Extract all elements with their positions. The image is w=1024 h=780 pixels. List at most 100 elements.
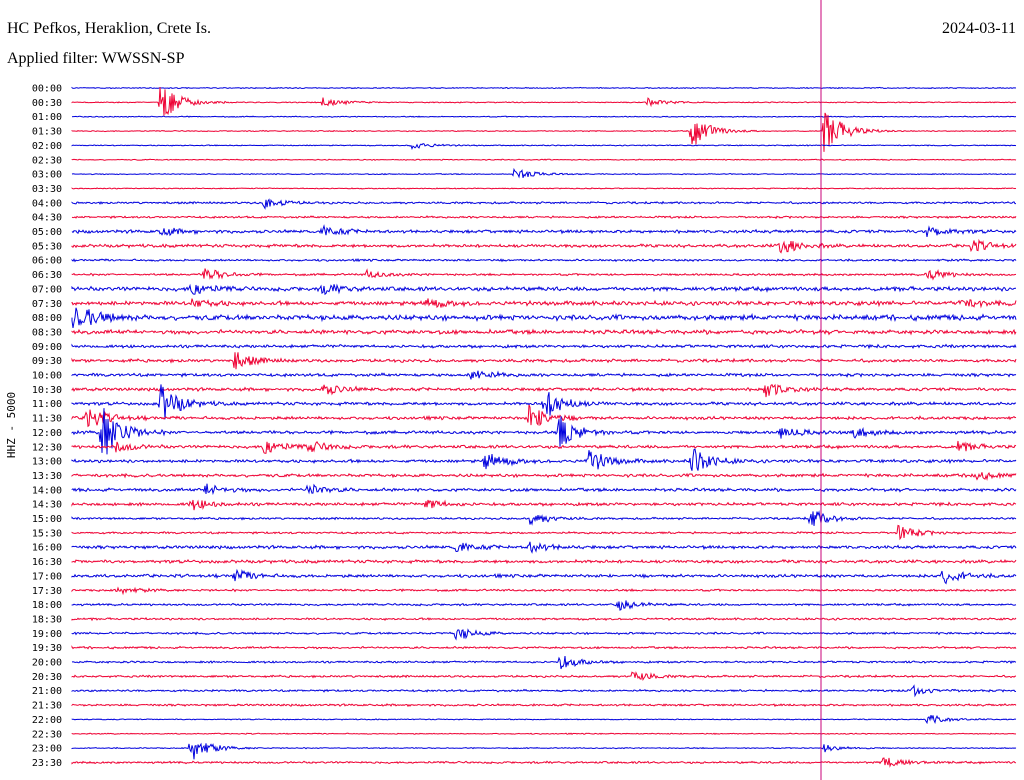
time-label: 02:30 bbox=[32, 155, 62, 166]
trace-0230 bbox=[71, 158, 1017, 161]
trace-2100 bbox=[71, 684, 1017, 698]
time-label: 04:30 bbox=[32, 213, 62, 224]
trace-0100 bbox=[71, 115, 1017, 118]
time-label: 05:30 bbox=[32, 241, 62, 252]
time-label: 21:30 bbox=[32, 701, 62, 712]
time-label: 01:30 bbox=[32, 127, 62, 138]
time-label: 03:00 bbox=[32, 170, 62, 181]
time-label: 15:30 bbox=[32, 528, 62, 539]
time-label: 00:30 bbox=[32, 98, 62, 109]
trace-1130 bbox=[71, 404, 1017, 428]
trace-1500 bbox=[71, 510, 1017, 526]
time-label: 07:00 bbox=[32, 284, 62, 295]
trace-1400 bbox=[71, 483, 1017, 496]
time-label: 18:30 bbox=[32, 614, 62, 625]
time-label: 20:00 bbox=[32, 658, 62, 669]
trace-2300 bbox=[71, 742, 1017, 760]
time-label: 01:00 bbox=[32, 112, 62, 123]
trace-1000 bbox=[71, 370, 1017, 380]
time-label: 10:00 bbox=[32, 371, 62, 382]
trace-1830 bbox=[71, 617, 1017, 622]
time-label: 05:00 bbox=[32, 227, 62, 238]
time-label: 08:00 bbox=[32, 313, 62, 324]
y-axis-label: HHZ - 5000 bbox=[5, 392, 18, 458]
trace-0630 bbox=[71, 268, 1017, 281]
time-label: 02:00 bbox=[32, 141, 62, 152]
trace-1900 bbox=[71, 628, 1017, 641]
time-label: 08:30 bbox=[32, 327, 62, 338]
time-label: 14:30 bbox=[32, 500, 62, 511]
time-label: 22:00 bbox=[32, 715, 62, 726]
trace-1100 bbox=[71, 384, 1017, 420]
time-label: 19:30 bbox=[32, 643, 62, 654]
trace-1200 bbox=[71, 408, 1017, 455]
time-label: 11:30 bbox=[32, 414, 62, 425]
time-label: 09:30 bbox=[32, 356, 62, 367]
trace-1230 bbox=[71, 440, 1017, 454]
trace-1630 bbox=[71, 558, 1017, 565]
time-label: 19:00 bbox=[32, 629, 62, 640]
filter-label: Applied filter: WWSSN-SP bbox=[7, 50, 185, 67]
trace-0130 bbox=[71, 112, 1017, 152]
time-label: 00:00 bbox=[32, 84, 62, 95]
time-label: 17:30 bbox=[32, 586, 62, 597]
trace-1430 bbox=[71, 499, 1017, 511]
time-label: 14:00 bbox=[32, 485, 62, 496]
trace-0530 bbox=[71, 238, 1017, 254]
trace-0500 bbox=[71, 224, 1017, 237]
trace-0400 bbox=[71, 198, 1016, 210]
time-label: 11:00 bbox=[32, 399, 62, 410]
time-label: 06:30 bbox=[32, 270, 62, 281]
time-label: 10:30 bbox=[32, 385, 62, 396]
time-label: 17:00 bbox=[32, 571, 62, 582]
time-label: 12:30 bbox=[32, 442, 62, 453]
time-label: 16:00 bbox=[32, 543, 62, 554]
trace-2330 bbox=[71, 757, 1017, 768]
time-label: 09:00 bbox=[32, 342, 62, 353]
trace-0030 bbox=[71, 87, 1017, 116]
time-label: 13:30 bbox=[32, 471, 62, 482]
time-label: 06:00 bbox=[32, 256, 62, 267]
time-label: 12:00 bbox=[32, 428, 62, 439]
time-label: 07:30 bbox=[32, 299, 62, 310]
trace-0330 bbox=[71, 187, 1017, 190]
trace-0000 bbox=[71, 86, 1017, 90]
trace-1930 bbox=[71, 645, 1017, 650]
trace-1600 bbox=[71, 541, 1017, 554]
trace-2130 bbox=[71, 703, 1017, 708]
trace-1700 bbox=[71, 568, 1017, 585]
trace-2230 bbox=[71, 732, 1017, 735]
trace-1800 bbox=[71, 600, 1017, 611]
time-label: 21:00 bbox=[32, 686, 62, 697]
trace-0430 bbox=[71, 215, 1017, 220]
trace-1030 bbox=[71, 383, 1017, 398]
time-label: 23:30 bbox=[32, 758, 62, 769]
trace-1330 bbox=[71, 472, 1017, 481]
trace-1530 bbox=[71, 524, 1017, 541]
time-label: 13:00 bbox=[32, 457, 62, 468]
time-label: 20:30 bbox=[32, 672, 62, 683]
trace-0800 bbox=[71, 307, 1017, 328]
trace-0200 bbox=[71, 143, 1017, 151]
trace-0700 bbox=[71, 283, 1017, 296]
trace-0900 bbox=[71, 343, 1017, 350]
trace-2030 bbox=[71, 671, 1017, 681]
trace-2200 bbox=[71, 714, 1017, 725]
time-label-group: 00:00 00:30 01:00 01:30 02:00 02:30 03:00 03:30… bbox=[32, 84, 62, 769]
trace-0730 bbox=[71, 298, 1017, 309]
time-label: 03:30 bbox=[32, 184, 62, 195]
time-label: 22:30 bbox=[32, 729, 62, 740]
date-label: 2024-03-11 bbox=[941, 20, 1016, 37]
trace-group bbox=[71, 86, 1017, 768]
time-label: 23:00 bbox=[32, 744, 62, 755]
time-label: 18:00 bbox=[32, 600, 62, 611]
time-label: 16:30 bbox=[32, 557, 62, 568]
time-label: 04:00 bbox=[32, 198, 62, 209]
trace-0300 bbox=[71, 167, 1017, 179]
trace-2000 bbox=[71, 656, 1017, 670]
trace-0830 bbox=[71, 328, 1017, 336]
trace-1300 bbox=[71, 448, 1017, 471]
trace-0600 bbox=[71, 257, 1017, 263]
time-label: 15:00 bbox=[32, 514, 62, 525]
